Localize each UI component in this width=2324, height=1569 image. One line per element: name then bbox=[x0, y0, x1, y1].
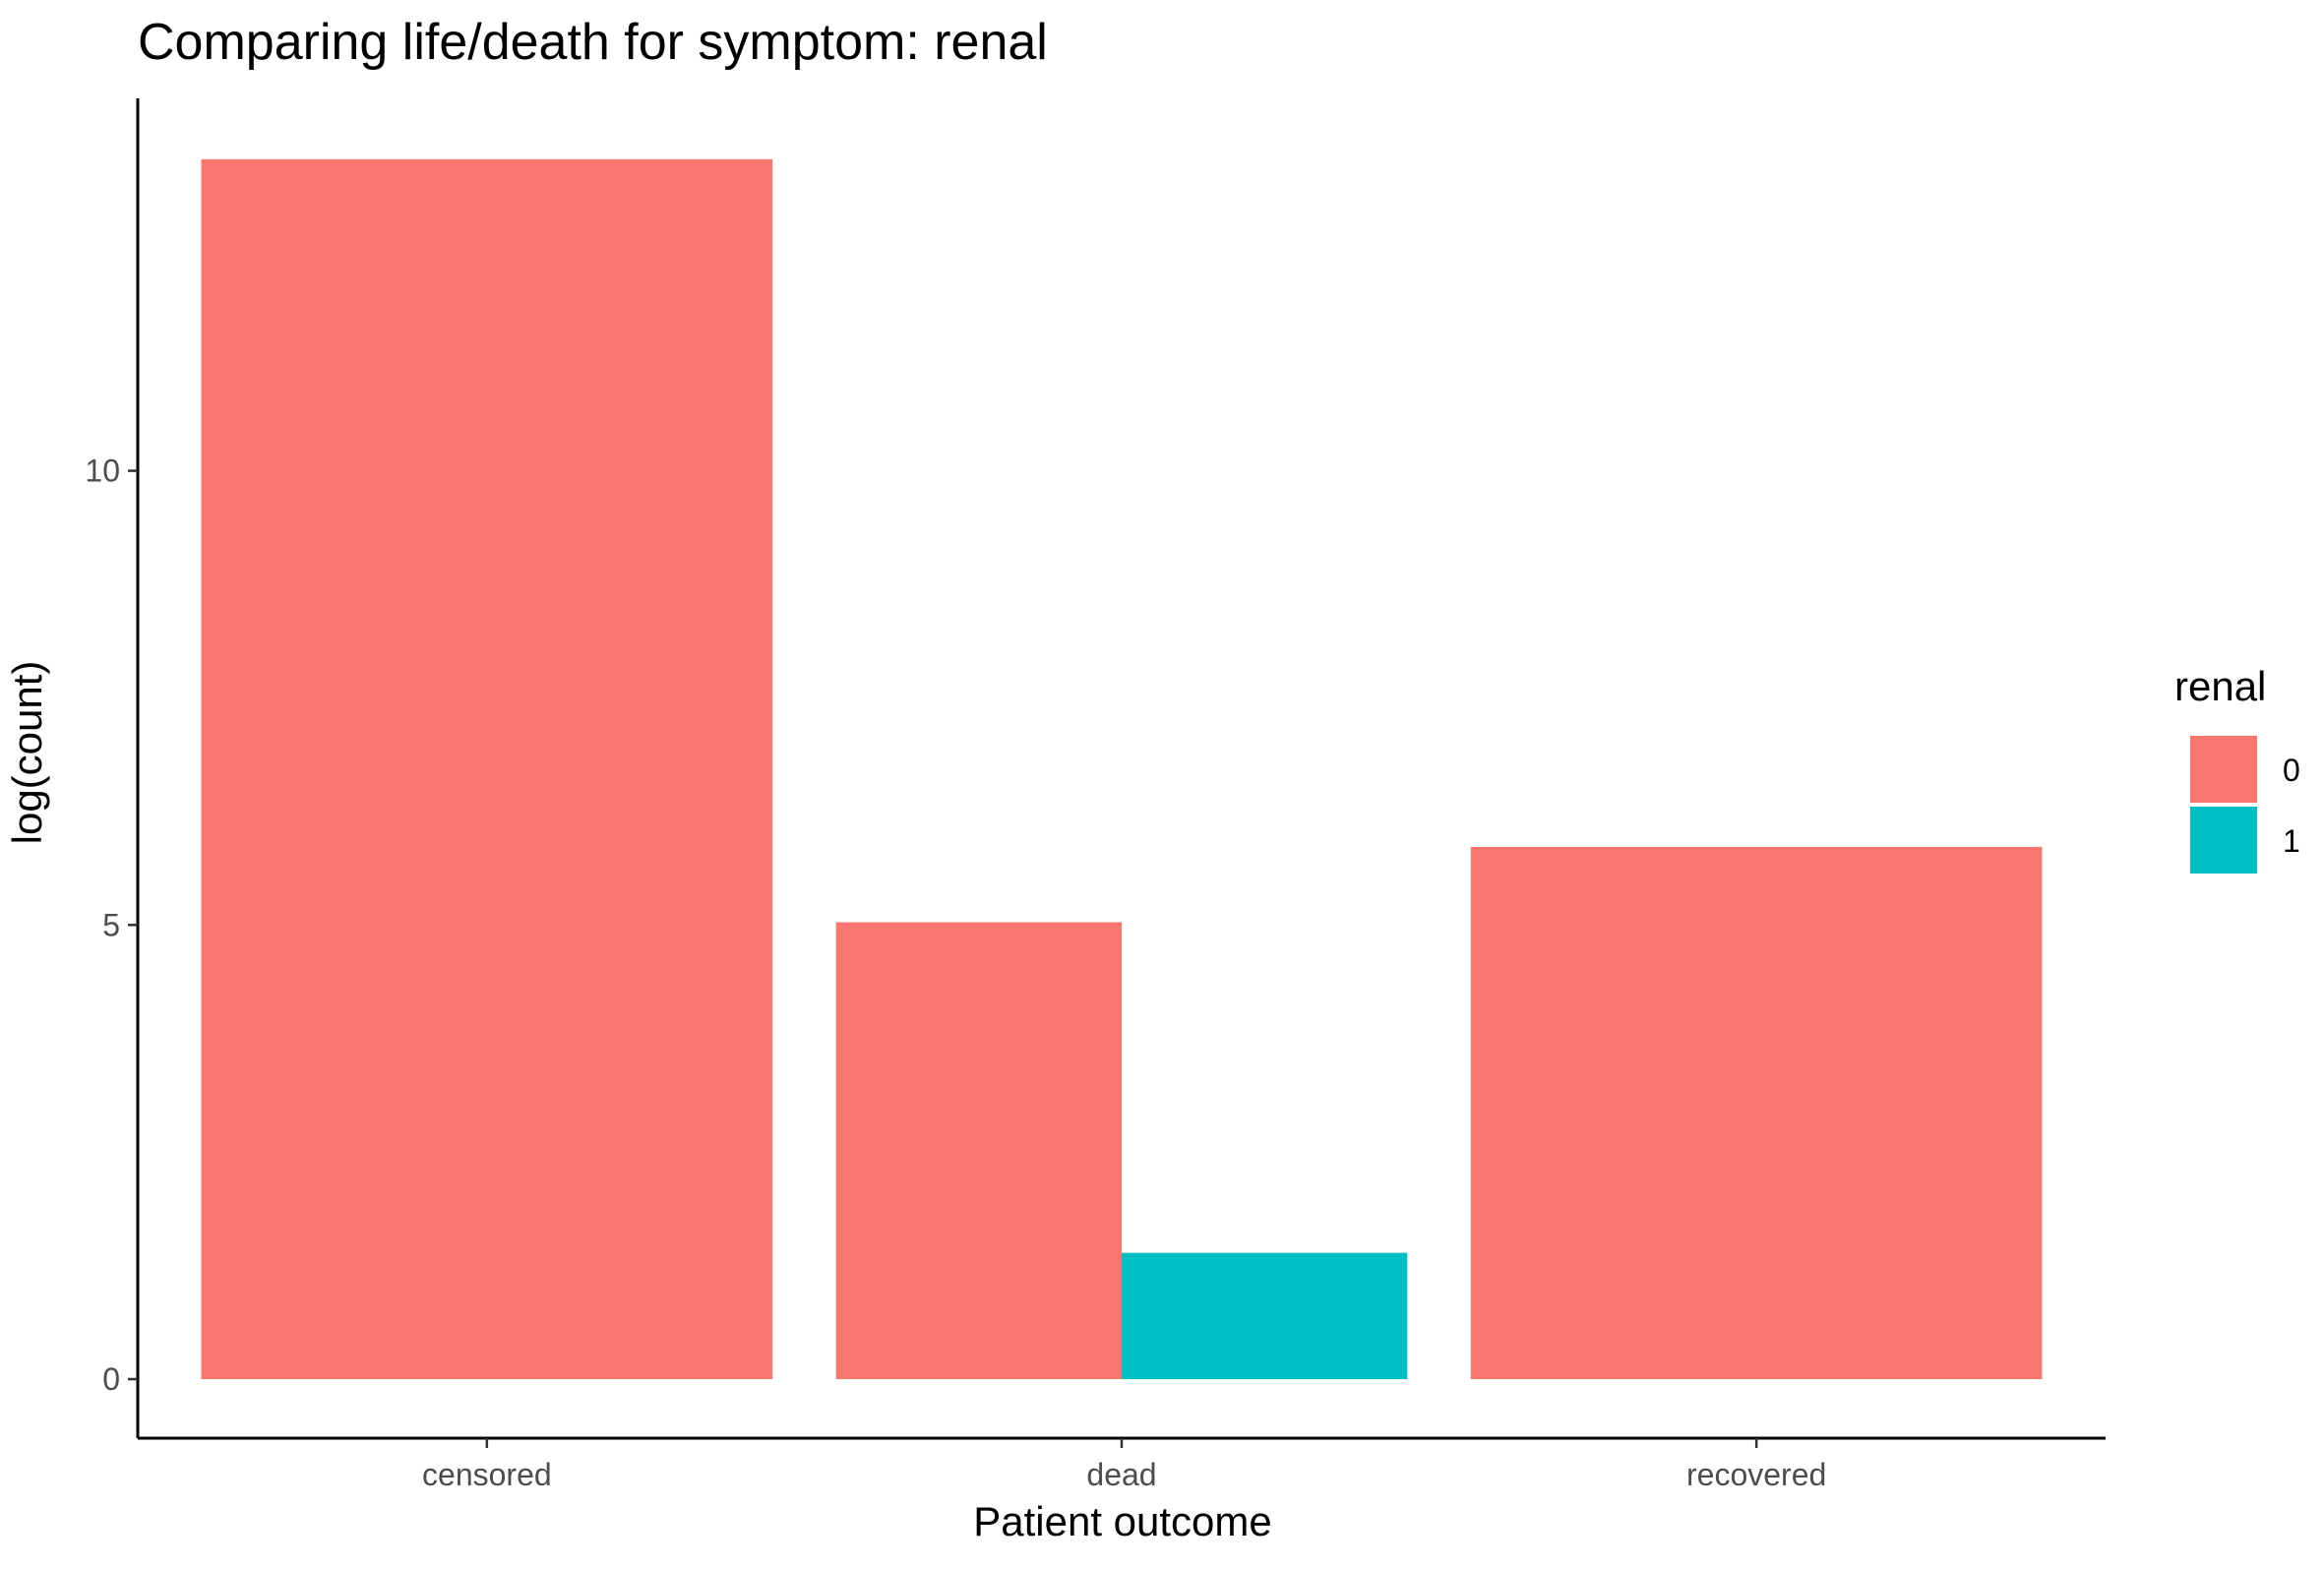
bar-dead-renal-1 bbox=[1122, 1252, 1408, 1379]
legend-entries: 01 bbox=[2190, 736, 2300, 874]
y-tick-label-0: 0 bbox=[102, 1361, 120, 1397]
legend-label-renal-0: 0 bbox=[2283, 753, 2300, 788]
x-tick-label-recovered: recovered bbox=[1686, 1457, 1826, 1492]
bar-dead-renal-0 bbox=[835, 922, 1122, 1379]
y-tick-label-10: 10 bbox=[85, 453, 120, 489]
legend: renal 01 bbox=[2174, 663, 2300, 874]
y-axis-title: log(count) bbox=[4, 661, 50, 845]
legend-key-renal-1 bbox=[2190, 807, 2257, 874]
bar-censored-renal-0 bbox=[201, 158, 773, 1379]
bars-layer bbox=[201, 158, 2043, 1379]
bar-recovered-renal-0 bbox=[1470, 846, 2043, 1379]
y-tick-label-5: 5 bbox=[102, 907, 120, 942]
legend-key-renal-0 bbox=[2190, 736, 2257, 803]
x-tick-label-censored: censored bbox=[422, 1457, 552, 1492]
x-tick-label-dead: dead bbox=[1086, 1457, 1156, 1492]
axes-layer: 0 5 10 censored dead recovered bbox=[85, 98, 2106, 1492]
legend-label-renal-1: 1 bbox=[2283, 823, 2300, 859]
chart-title: Comparing life/death for symptom: renal bbox=[138, 14, 1048, 71]
x-axis-title: Patient outcome bbox=[973, 1498, 1272, 1544]
legend-title: renal bbox=[2174, 663, 2266, 709]
